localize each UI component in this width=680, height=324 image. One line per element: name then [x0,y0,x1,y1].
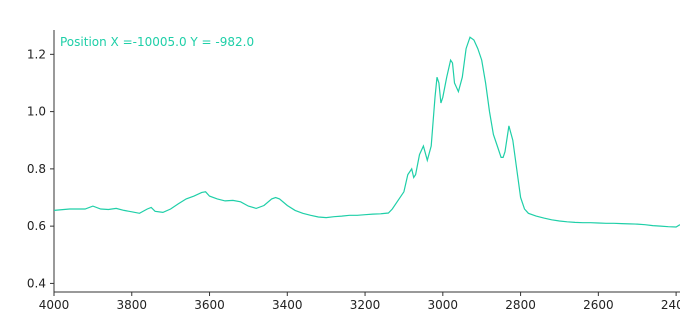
y-tick-label: 0.4 [27,276,46,290]
position-readout: Position X =-10005.0 Y = -982.0 [60,35,254,49]
x-tick-label: 3400 [272,298,303,312]
x-tick-label: 3600 [194,298,225,312]
x-tick-label: 2800 [505,298,536,312]
y-tick-label: 0.6 [27,219,46,233]
x-tick-label: 3000 [428,298,459,312]
x-tick-label: 2600 [583,298,614,312]
x-tick-label: 3200 [350,298,381,312]
x-tick-label: 4000 [39,298,70,312]
y-tick-label: 1.0 [27,105,46,119]
y-tick-label: 1.2 [27,47,46,61]
y-tick-label: 0.8 [27,162,46,176]
y-axis-ticks: 0.4 0.6 0.8 1.0 1.2 [27,47,54,290]
x-tick-label: 3800 [116,298,147,312]
spectrum-line [53,36,680,228]
